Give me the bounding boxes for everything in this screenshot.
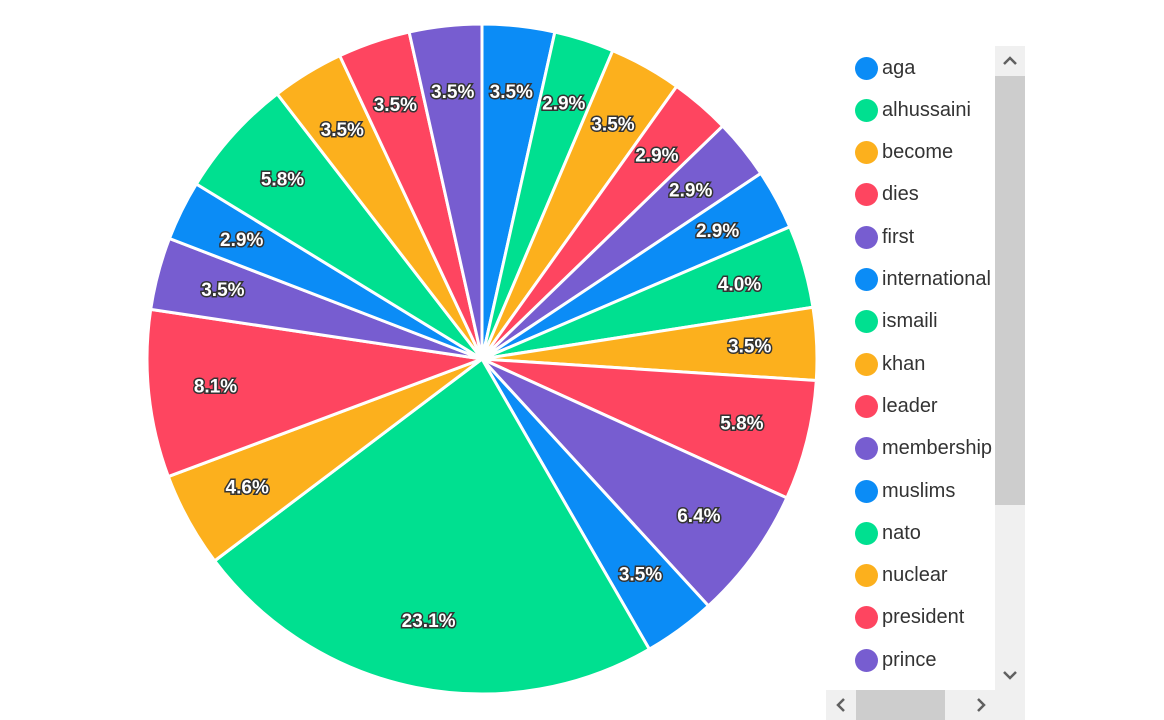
legend-vertical-scrollbar[interactable] [995, 46, 1025, 690]
legend-label: muslims [882, 479, 956, 502]
pie-slice-19[interactable] [407, 22, 484, 360]
legend-item-nato[interactable]: nato [826, 518, 995, 548]
legend-label: prince [882, 648, 937, 671]
pie-slices [145, 22, 819, 696]
legend-vertical-scroll-thumb[interactable] [995, 76, 1025, 505]
pie-data-label: 5.8% [261, 170, 304, 191]
legend-marker [855, 564, 878, 588]
pie-data-label: 3.5% [728, 336, 771, 357]
legend-marker [855, 394, 878, 418]
pie-data-label: 23.1% [402, 611, 456, 632]
legend-label: alhussaini [882, 98, 971, 121]
pie-data-label: 2.9% [542, 93, 585, 114]
legend-item-alhussaini[interactable]: alhussaini [826, 95, 995, 125]
legend-marker [855, 648, 878, 672]
pie-data-label: 2.9% [669, 180, 712, 201]
pie-data-label: 3.5% [591, 115, 634, 136]
legend-marker [855, 225, 878, 249]
pie-data-label: 3.5% [321, 120, 364, 141]
legend-marker [855, 352, 878, 376]
pie-data-label: 3.5% [201, 280, 244, 301]
legend-label: khan [882, 352, 926, 375]
legend-item-aga[interactable]: aga [826, 53, 995, 83]
chevron-down-icon[interactable] [995, 660, 1025, 690]
legend-label: become [882, 141, 954, 164]
pie-data-label: 2.9% [635, 145, 678, 166]
legend-label: president [882, 606, 965, 629]
legend-marker [855, 606, 878, 630]
legend-horizontal-scroll-thumb[interactable] [856, 690, 945, 720]
pie-data-label: 4.6% [226, 478, 269, 499]
legend-item-ismaili[interactable]: ismaili [826, 307, 995, 337]
legend-horizontal-scrollbar[interactable] [826, 690, 1025, 720]
legend-label: membership [882, 437, 993, 460]
legend-label: dies [882, 183, 919, 206]
legend-item-khan[interactable]: khan [826, 349, 995, 379]
legend-item-nuclear[interactable]: nuclear [826, 561, 995, 591]
legend-item-muslims[interactable]: muslims [826, 476, 995, 506]
legend-marker [855, 98, 878, 122]
legend-marker [855, 141, 878, 165]
legend-label: nato [882, 521, 921, 544]
pie-data-label: 8.1% [194, 377, 237, 398]
legend-label: ismaili [882, 310, 938, 333]
legend-items: aga alhussaini become dies first internationa… [826, 46, 995, 690]
legend-marker [855, 183, 878, 207]
legend-label: international [882, 268, 991, 290]
legend-item-membership[interactable]: membership [826, 434, 995, 464]
pie-data-label: 2.9% [220, 230, 263, 251]
pie-chart: 3.5%2.9%3.5%2.9%2.9%2.9%4.0%3.5%5.8%6.4%… [145, 22, 819, 696]
chevron-right-icon[interactable] [966, 690, 996, 720]
legend-item-dies[interactable]: dies [826, 180, 995, 210]
legend: aga alhussaini become dies first internationa… [826, 46, 1025, 720]
pie-data-label: 3.5% [374, 95, 417, 116]
chevron-left-icon[interactable] [826, 690, 856, 720]
legend-marker [855, 56, 878, 80]
legend-marker [855, 479, 878, 503]
legend-label: aga [882, 56, 916, 79]
legend-marker [855, 437, 878, 461]
legend-marker [855, 521, 878, 545]
pie-data-label: 5.8% [720, 414, 763, 435]
pie-data-label: 4.0% [718, 274, 761, 295]
pie-data-labels: 3.5%2.9%3.5%2.9%2.9%2.9%4.0%3.5%5.8%6.4%… [192, 81, 773, 634]
legend-item-become[interactable]: become [826, 138, 995, 168]
pie-data-label: 3.5% [490, 82, 533, 103]
legend-item-first[interactable]: first [826, 222, 995, 252]
legend-item-leader[interactable]: leader [826, 391, 995, 421]
legend-marker [855, 268, 878, 291]
pie-data-label: 6.4% [677, 506, 720, 527]
pie-data-label: 2.9% [696, 221, 739, 242]
legend-marker [855, 310, 878, 334]
legend-item-prince[interactable]: prince [826, 645, 995, 675]
legend-label: leader [882, 394, 938, 417]
legend-label: first [882, 225, 915, 248]
pie-data-label: 3.5% [431, 82, 474, 103]
legend-label: nuclear [882, 564, 948, 587]
legend-item-president[interactable]: president [826, 603, 995, 633]
chevron-up-icon[interactable] [995, 46, 1025, 76]
pie-slice-president[interactable] [145, 307, 488, 479]
pie-slice-membership[interactable] [480, 357, 789, 608]
legend-item-international[interactable]: international [826, 265, 995, 295]
pie-data-label: 3.5% [619, 565, 662, 586]
pie-slice-nato[interactable] [212, 356, 652, 696]
